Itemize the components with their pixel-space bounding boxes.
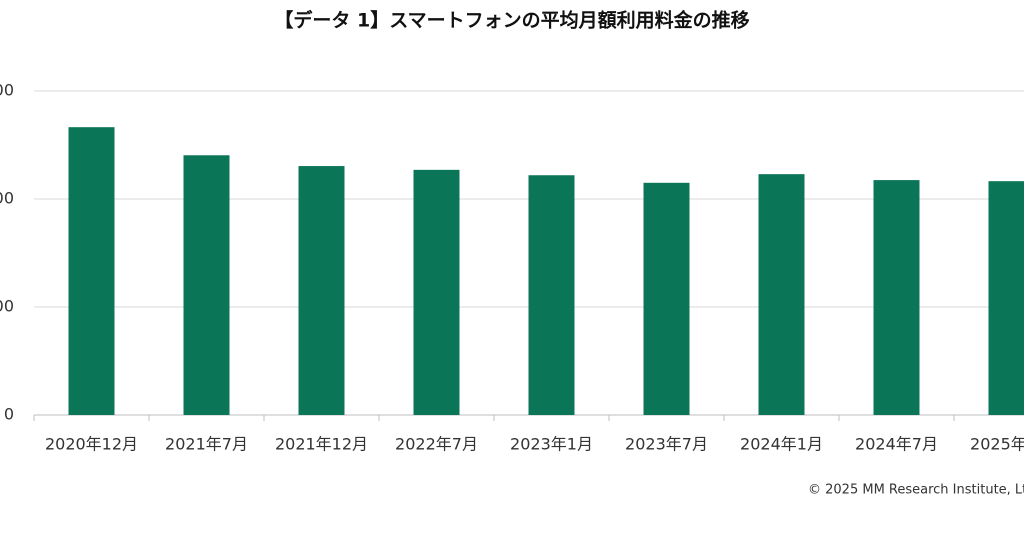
bar — [68, 127, 115, 416]
x-tick-label: 2020年12月 — [45, 435, 138, 454]
bar — [528, 175, 575, 415]
x-tick-label: 2024年1月 — [740, 435, 823, 454]
bar — [988, 181, 1024, 415]
source-note: © 2025 MM Research Institute, Ltd. — [808, 483, 1024, 498]
x-tick-label: 2023年1月 — [510, 435, 593, 454]
x-tick-label: 2021年12月 — [275, 435, 368, 454]
x-tick-label: 2025年1月 — [970, 435, 1024, 454]
x-tick-label: 2022年7月 — [395, 435, 478, 454]
bar — [413, 169, 460, 415]
bar — [298, 166, 345, 415]
y-axis-label: （円） — [0, 52, 10, 71]
y-tick-label: 4,000 — [0, 189, 14, 208]
bar — [183, 155, 230, 415]
chart-title: 【データ 1】スマートフォンの平均月額利用料金の推移 — [274, 9, 749, 32]
bar — [643, 182, 690, 415]
y-tick-label: 6,000 — [0, 81, 14, 100]
bar — [758, 174, 805, 415]
y-tick-label: 0 — [4, 405, 14, 424]
x-tick-label: 2024年7月 — [855, 435, 938, 454]
y-tick-label: 2,000 — [0, 297, 14, 316]
x-tick-label: 2021年7月 — [165, 435, 248, 454]
x-tick-label: 2023年7月 — [625, 435, 708, 454]
bar — [873, 180, 920, 415]
